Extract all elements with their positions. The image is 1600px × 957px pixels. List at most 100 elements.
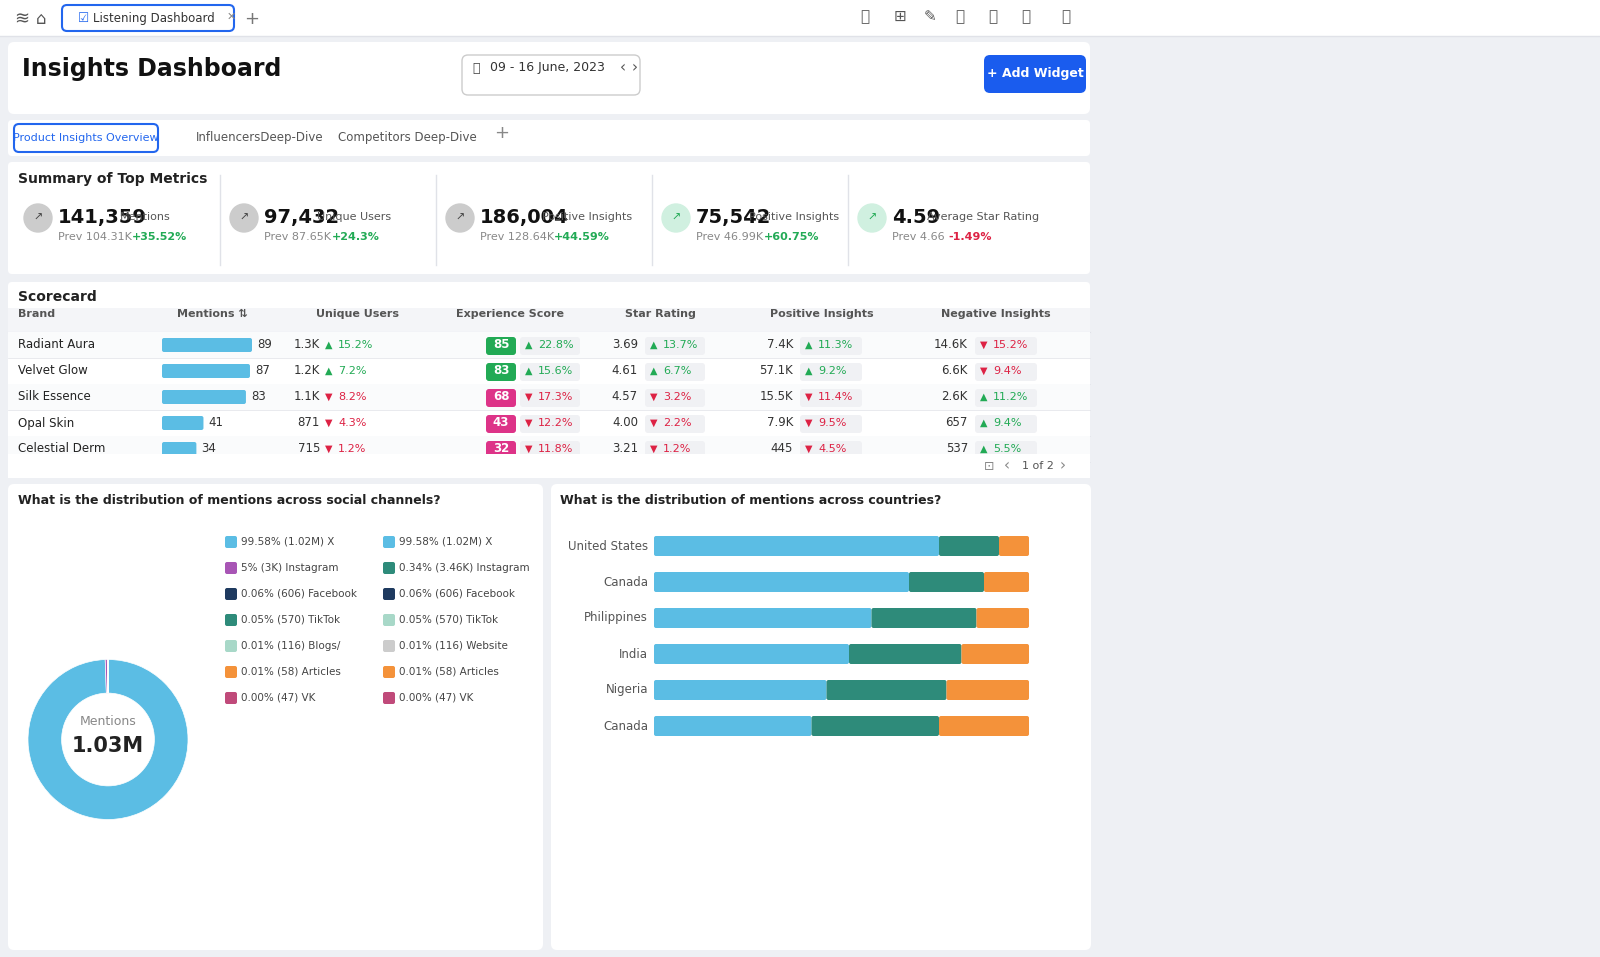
Text: Average Star Rating: Average Star Rating (928, 212, 1040, 222)
Text: What is the distribution of mentions across social channels?: What is the distribution of mentions acr… (18, 494, 440, 507)
Text: 445: 445 (771, 442, 794, 456)
FancyBboxPatch shape (520, 389, 579, 407)
Text: 34: 34 (202, 442, 216, 456)
Text: 0.06% (606) Facebook: 0.06% (606) Facebook (398, 589, 515, 599)
Text: 99.58% (1.02M) X: 99.58% (1.02M) X (398, 537, 493, 547)
Text: 15.5K: 15.5K (760, 390, 794, 404)
FancyBboxPatch shape (974, 415, 1037, 433)
Text: 715: 715 (298, 442, 320, 456)
Text: 🔔: 🔔 (1021, 9, 1030, 24)
Text: 7.9K: 7.9K (766, 416, 794, 430)
Wedge shape (29, 659, 189, 819)
Circle shape (858, 204, 886, 232)
Text: 6.6K: 6.6K (942, 365, 968, 377)
FancyBboxPatch shape (520, 415, 579, 433)
FancyBboxPatch shape (62, 5, 234, 31)
Text: 0.00% (47) VK: 0.00% (47) VK (242, 693, 315, 703)
Text: 87: 87 (254, 365, 270, 377)
FancyBboxPatch shape (984, 55, 1086, 93)
FancyBboxPatch shape (162, 416, 203, 430)
FancyBboxPatch shape (998, 536, 1029, 556)
FancyBboxPatch shape (8, 384, 1090, 410)
FancyBboxPatch shape (909, 572, 984, 592)
Text: Positive Insights: Positive Insights (541, 212, 632, 222)
FancyBboxPatch shape (947, 680, 1029, 700)
Text: ↗: ↗ (240, 213, 248, 223)
Circle shape (230, 204, 258, 232)
FancyBboxPatch shape (486, 441, 515, 459)
Text: 15.2%: 15.2% (338, 340, 373, 350)
FancyBboxPatch shape (8, 436, 1090, 462)
Text: 57.1K: 57.1K (760, 365, 794, 377)
Text: ›: › (1059, 458, 1066, 474)
FancyBboxPatch shape (939, 536, 998, 556)
FancyBboxPatch shape (226, 562, 237, 574)
Text: Positive Insights: Positive Insights (770, 309, 874, 319)
FancyBboxPatch shape (14, 124, 158, 152)
Text: Competitors Deep-Dive: Competitors Deep-Dive (338, 131, 477, 145)
FancyBboxPatch shape (226, 588, 237, 600)
FancyBboxPatch shape (939, 716, 1029, 736)
FancyBboxPatch shape (486, 337, 515, 355)
Text: 12.2%: 12.2% (538, 418, 573, 428)
Text: ‹: ‹ (621, 60, 626, 76)
Text: Velvet Glow: Velvet Glow (18, 365, 88, 377)
Text: ↗: ↗ (34, 213, 43, 223)
Text: Prev 128.64K: Prev 128.64K (480, 232, 554, 242)
Text: ☑: ☑ (78, 12, 90, 25)
FancyBboxPatch shape (162, 364, 250, 378)
Text: 👤: 👤 (1061, 9, 1070, 24)
Text: ▼: ▼ (650, 418, 658, 428)
FancyBboxPatch shape (8, 332, 1090, 358)
Text: ▼: ▼ (979, 366, 987, 376)
Text: Negative Insights: Negative Insights (941, 309, 1051, 319)
FancyBboxPatch shape (8, 454, 1090, 478)
FancyBboxPatch shape (654, 716, 811, 736)
Text: ▼: ▼ (525, 392, 533, 402)
Text: 141,359: 141,359 (58, 208, 147, 227)
Text: 0.01% (58) Articles: 0.01% (58) Articles (242, 667, 341, 677)
Text: Experience Score: Experience Score (456, 309, 563, 319)
FancyBboxPatch shape (462, 55, 640, 95)
Text: 11.2%: 11.2% (994, 392, 1029, 402)
Circle shape (662, 204, 690, 232)
FancyBboxPatch shape (162, 442, 197, 456)
Text: ▲: ▲ (325, 366, 333, 376)
Text: 9.4%: 9.4% (994, 366, 1021, 376)
Text: InfluencersDeep-Dive: InfluencersDeep-Dive (197, 131, 323, 145)
Text: 3.2%: 3.2% (662, 392, 691, 402)
Text: ▲: ▲ (979, 392, 987, 402)
Text: 89: 89 (258, 339, 272, 351)
Text: 13.7%: 13.7% (662, 340, 698, 350)
FancyBboxPatch shape (974, 363, 1037, 381)
Text: Scorecard: Scorecard (18, 290, 96, 304)
Text: ⊡: ⊡ (984, 459, 995, 473)
Text: Canada: Canada (603, 575, 648, 589)
Text: Summary of Top Metrics: Summary of Top Metrics (18, 172, 208, 186)
FancyBboxPatch shape (382, 640, 395, 652)
Text: 4.3%: 4.3% (338, 418, 366, 428)
FancyBboxPatch shape (974, 337, 1037, 355)
Text: 4.5%: 4.5% (818, 444, 846, 454)
FancyBboxPatch shape (8, 484, 542, 950)
Text: ▼: ▼ (805, 392, 813, 402)
Text: Star Rating: Star Rating (624, 309, 696, 319)
Text: 0.00% (47) VK: 0.00% (47) VK (398, 693, 474, 703)
FancyBboxPatch shape (654, 572, 909, 592)
Text: United States: United States (568, 540, 648, 552)
FancyBboxPatch shape (800, 415, 862, 433)
FancyBboxPatch shape (976, 608, 1029, 628)
FancyBboxPatch shape (800, 441, 862, 459)
Text: ▲: ▲ (805, 340, 813, 350)
Text: +44.59%: +44.59% (554, 232, 610, 242)
Text: 41: 41 (208, 416, 224, 430)
Text: ▲: ▲ (525, 340, 533, 350)
Circle shape (446, 204, 474, 232)
Text: 1.2%: 1.2% (338, 444, 366, 454)
Text: Philippines: Philippines (584, 612, 648, 625)
Text: Radiant Aura: Radiant Aura (18, 339, 94, 351)
Text: 17.3%: 17.3% (538, 392, 573, 402)
FancyBboxPatch shape (811, 716, 939, 736)
FancyBboxPatch shape (645, 363, 706, 381)
FancyBboxPatch shape (8, 282, 1090, 452)
